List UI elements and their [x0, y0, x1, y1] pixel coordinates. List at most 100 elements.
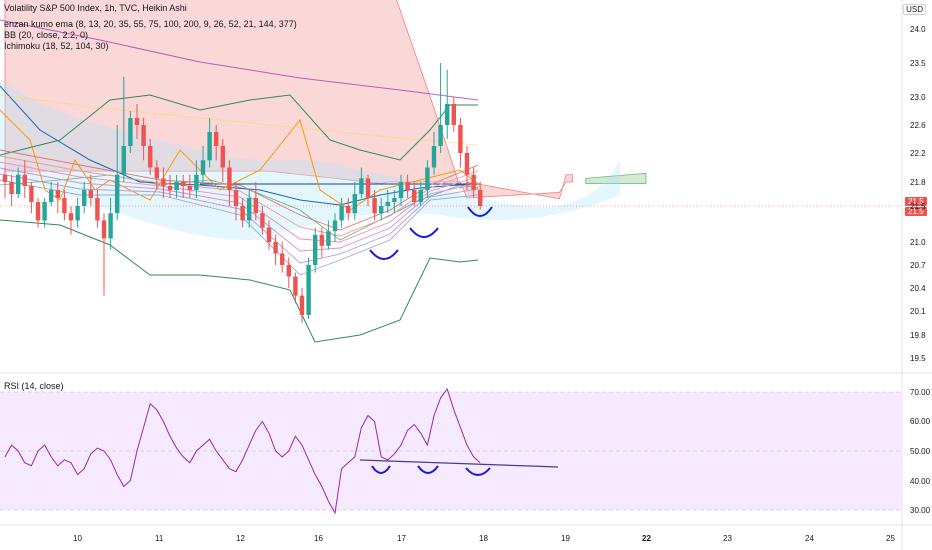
price-tick-label: 20.4	[910, 284, 926, 293]
candle-body	[247, 198, 252, 221]
candle-body	[154, 167, 159, 179]
candle-body	[398, 182, 404, 198]
candle-body	[227, 167, 232, 190]
candle-body	[42, 202, 47, 221]
smile-arc-rsi	[417, 465, 439, 474]
candle-body	[101, 220, 107, 239]
time-axis[interactable]: 10 11 12 16 17 18 19 22 23 24 25	[73, 534, 895, 543]
rsi-line	[4, 387, 481, 515]
rsi-trendline	[359, 459, 559, 468]
candle-body	[418, 190, 423, 202]
candle-body	[266, 227, 272, 242]
time-tick-label: 12	[236, 534, 245, 543]
rsi-tick-label: 30.00	[910, 506, 931, 515]
candle-body	[273, 242, 278, 254]
rsi-tick-label: 70.00	[910, 388, 931, 397]
candle-body	[431, 146, 437, 168]
time-tick-label: 18	[479, 534, 488, 543]
candle-body	[214, 132, 219, 146]
candle-body	[478, 190, 483, 206]
time-tick-label: 22	[642, 534, 651, 543]
candle-body	[339, 206, 344, 221]
candle-body	[260, 213, 265, 228]
time-tick-label: 16	[314, 534, 323, 543]
candle-body	[148, 146, 153, 168]
chikou-shading	[0, 80, 620, 240]
currency-label[interactable]: USD	[903, 4, 926, 15]
bollinger-bands	[0, 94, 479, 343]
candle-body	[82, 190, 87, 206]
candle-body	[471, 174, 476, 190]
smile-arc-price	[467, 206, 493, 217]
ema-line	[0, 173, 479, 264]
price-tick-label: 22.6	[910, 121, 926, 130]
candle-body	[95, 198, 100, 221]
candle-body	[372, 198, 377, 214]
price-tick-label: 19.8	[910, 331, 926, 340]
candle-body	[9, 182, 14, 194]
candle-body	[379, 206, 384, 214]
candle-body	[121, 146, 126, 175]
time-tick-label: 19	[561, 534, 570, 543]
chart-title: Volatility S&P 500 Index, 1h, TVC, Heiki…	[4, 3, 187, 13]
candle-body	[240, 206, 245, 221]
smile-arc-rsi	[371, 465, 391, 474]
ema-long	[0, 19, 479, 101]
price-tick-label: 23.5	[910, 59, 926, 68]
candle-body	[161, 178, 166, 186]
indicator-legend-bb[interactable]: BB (20, close, 2.2, 0)	[4, 30, 89, 40]
candle-body	[359, 178, 364, 194]
candle-body	[385, 202, 390, 206]
candle-body	[194, 174, 199, 190]
candle-body	[174, 182, 179, 190]
candle-body	[68, 213, 74, 221]
indicator-legend-ema[interactable]: enzan kumo ema (8, 13, 20, 35, 55, 75, 1…	[4, 19, 297, 29]
indicator-legend-ichimoku[interactable]: Ichimoku (18, 52, 104, 30)	[4, 41, 109, 51]
price-tick-label: 20.1	[910, 307, 926, 316]
time-tick-label: 24	[805, 534, 814, 543]
ema-ribbon	[0, 19, 479, 276]
time-tick-label: 10	[73, 534, 82, 543]
ema-line	[0, 179, 479, 276]
ema-line	[0, 155, 479, 237]
candle-body	[75, 206, 80, 221]
bb-basis	[0, 174, 479, 241]
candle-body	[29, 186, 34, 202]
candlestick-series	[2, 63, 483, 323]
candle-body	[167, 186, 173, 190]
smile-arc-price	[369, 249, 399, 260]
candle-body	[365, 178, 371, 198]
candle-body	[405, 182, 410, 190]
rsi-tick-label: 40.00	[910, 477, 931, 486]
candle-body	[299, 295, 305, 315]
candle-body	[220, 146, 225, 168]
candle-body	[445, 104, 450, 125]
rsi-tick-label: 60.00	[910, 417, 931, 426]
candle-body	[16, 174, 21, 194]
time-tick-label: 17	[397, 534, 406, 543]
candle-body	[392, 198, 397, 202]
indicator-legend-rsi[interactable]: RSI (14, close)	[4, 381, 64, 391]
candle-body	[141, 125, 146, 146]
candle-body	[280, 253, 285, 265]
candle-body	[22, 174, 27, 186]
user-drawings	[369, 206, 493, 260]
ema-line	[0, 149, 479, 231]
rsi-pane	[0, 387, 902, 515]
candle-body	[253, 198, 258, 214]
price-tick-label: 23.0	[910, 93, 926, 102]
time-tick-label: 23	[723, 534, 732, 543]
candle-body	[412, 190, 417, 202]
candle-body	[200, 160, 206, 175]
candle-body	[346, 206, 351, 214]
candle-body	[55, 190, 60, 198]
candle-body	[181, 182, 186, 186]
price-tick-label: 20.7	[910, 261, 926, 270]
last-price-badge	[905, 207, 927, 216]
ema-line	[0, 161, 479, 243]
candle-body	[108, 213, 113, 239]
candle-body	[187, 186, 192, 190]
price-tick-label: 22.2	[910, 149, 926, 158]
